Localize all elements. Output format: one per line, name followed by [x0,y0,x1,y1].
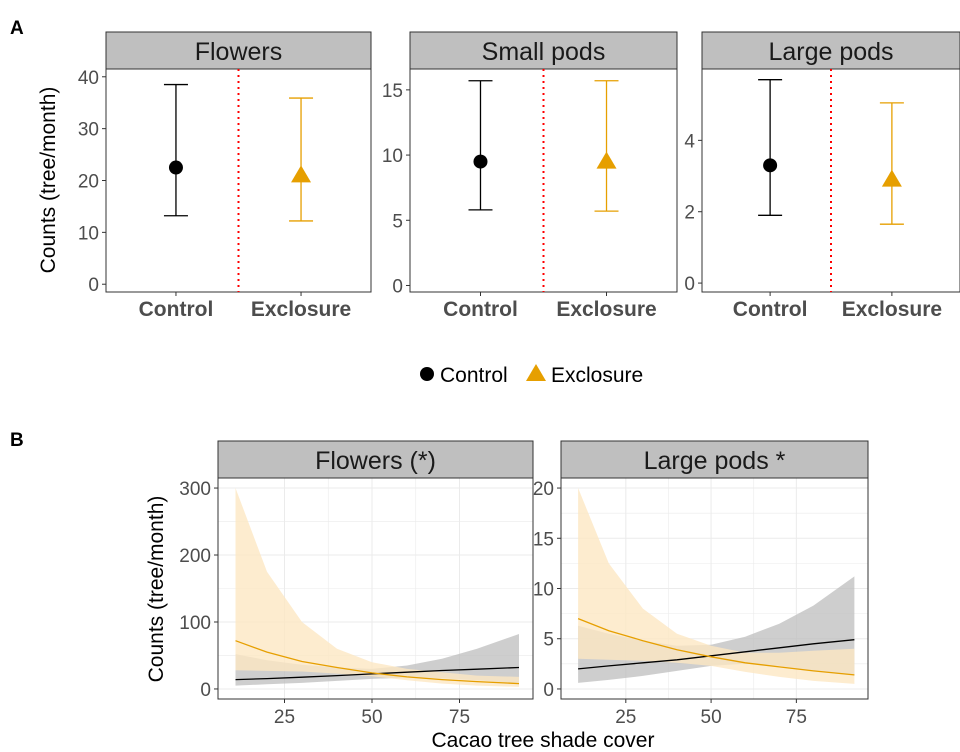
legend-control-marker [420,367,434,381]
point-exclosure [596,151,617,169]
line-exclosure [577,617,855,676]
panel-b-x-axis-title: Cacao tree shade cover [432,729,655,752]
facet-b-1: Flowers (*) 0 100 200 300 25 50 75 [179,440,534,728]
panel-label-b: B [10,430,24,451]
point-control [168,160,183,175]
y-tick-label: 10 [78,223,99,244]
x-tick-label: 25 [615,707,636,728]
line-control [578,639,855,670]
y-tick-label: 200 [179,546,211,567]
x-tick-label: 50 [361,707,382,728]
point-control [473,154,488,169]
point-exclosure [881,169,902,187]
y-tick-label: 0 [392,276,403,297]
panel-b: Counts (tree/month) Cacao tree shade cov… [145,440,869,752]
facet-b-2: Large pods * 0 5 10 15 20 25 50 75 [533,440,869,728]
y-tick-label: 20 [78,172,99,193]
y-tick-label: 0 [88,275,99,296]
facet-a-title: Flowers [195,38,283,66]
x-category-label: Control [733,298,808,321]
facet-a-panel [701,68,960,293]
x-category-label: Control [139,298,214,321]
x-tick-label: 25 [274,707,295,728]
y-tick-label: 15 [382,81,403,102]
y-tick-label: 10 [382,146,403,167]
y-tick-label: 4 [684,131,695,152]
y-tick-label: 10 [533,580,554,601]
x-tick-label: 75 [449,707,470,728]
y-tick-label: 100 [179,613,211,634]
ribbon-exclosure [578,488,855,684]
facet-a-title: Small pods [482,38,606,66]
facet-b-title: Large pods * [644,447,786,475]
line-control [235,666,520,681]
panel-label-a: A [10,18,24,39]
facet-a-title: Large pods [768,38,893,66]
facet-a-panel [105,68,372,293]
y-tick-label: 5 [543,630,554,651]
facet-a-2: Small pods 0 5 10 15 Control Exclosure [382,31,678,321]
facet-a-strip [701,31,960,70]
facet-a-1: Flowers 0 10 20 30 40 Control Exclosure [78,31,372,321]
panel-b-y-axis-title: Counts (tree/month) [145,496,168,683]
x-category-label: Control [443,298,518,321]
y-tick-label: 30 [78,120,99,141]
panel-a: Counts (tree/month) Flowers010203040Cont… [37,31,960,321]
y-tick-label: 0 [684,274,695,295]
facet-a-strip [105,31,372,70]
legend: Control Exclosure [420,364,643,387]
point-exclosure [291,165,312,183]
x-category-label: Exclosure [842,298,942,321]
facet-a-3: Large pods 0 2 4 Control Exclosure [684,31,960,321]
x-category-label: Exclosure [556,298,656,321]
x-category-label: Exclosure [251,298,351,321]
y-tick-label: 20 [533,479,554,500]
facet-b-border [217,477,534,700]
ribbon-control [235,634,519,686]
legend-control-label: Control [440,364,508,387]
y-tick-label: 0 [200,680,211,701]
facet-b-data [577,488,855,684]
legend-exclosure-label: Exclosure [551,364,643,387]
line-exclosure [235,640,520,685]
point-control [763,158,778,173]
y-tick-label: 5 [392,211,403,232]
facet-b-strip [217,440,534,479]
y-tick-label: 2 [684,203,695,224]
x-tick-label: 50 [701,707,722,728]
legend-exclosure-marker [526,364,546,381]
y-tick-label: 15 [533,529,554,550]
ribbon-exclosure [235,488,519,687]
y-tick-label: 40 [78,68,99,89]
y-tick-label: 300 [179,479,211,500]
panel-a-y-axis-title: Counts (tree/month) [37,87,60,274]
facet-b-title: Flowers (*) [315,447,436,475]
facet-b-data [235,488,520,687]
y-tick-label: 0 [543,680,554,701]
facet-a-panel [409,68,678,293]
x-tick-label: 75 [786,707,807,728]
